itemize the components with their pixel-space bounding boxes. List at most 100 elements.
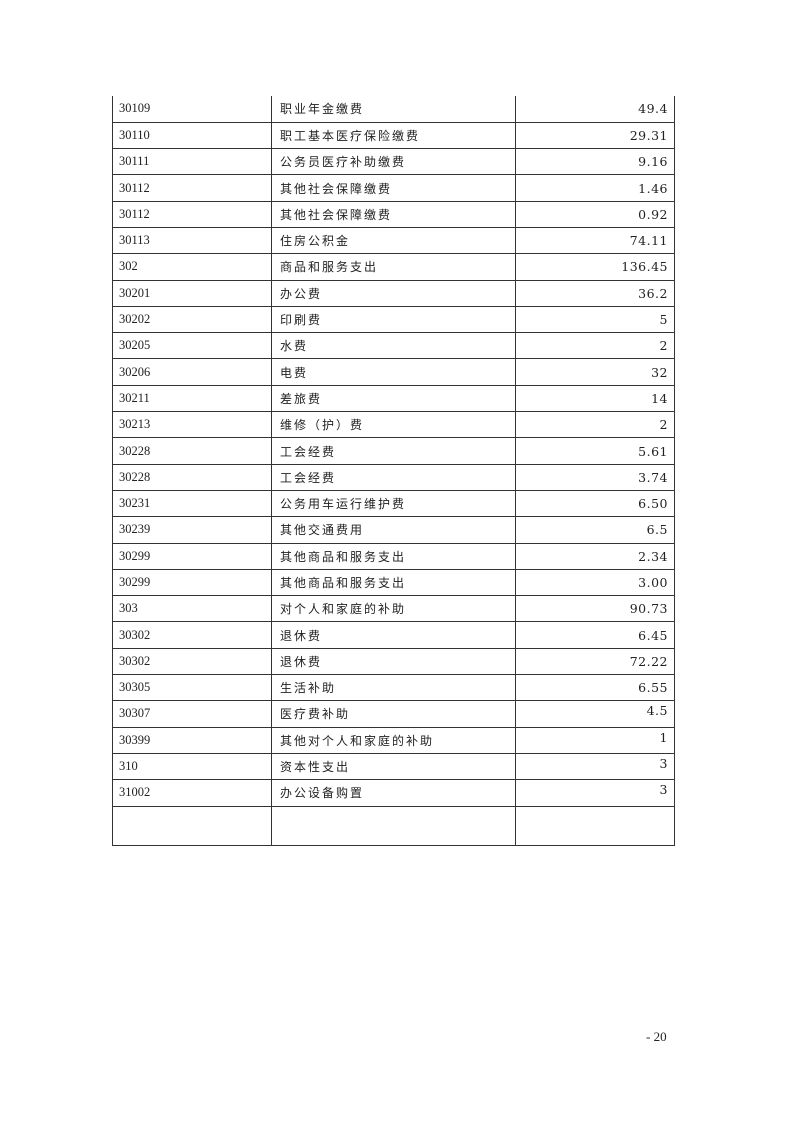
name-cell: 职业年金缴费	[271, 96, 516, 123]
name-cell: 水费	[271, 332, 516, 360]
code-cell: 30399	[112, 726, 272, 754]
code-cell: 30112	[112, 200, 272, 228]
name-cell: 印刷费	[271, 305, 516, 334]
value-cell: 49.4	[515, 96, 675, 123]
code-cell: 30231	[112, 489, 272, 518]
table-row: 30302 退休费 72.22	[112, 647, 675, 676]
name-cell: 其他商品和服务支出	[271, 542, 516, 570]
code-cell: 30205	[112, 332, 272, 360]
code-cell	[112, 805, 272, 846]
name-cell: 医疗费补助	[271, 700, 516, 728]
table-row: 30228 工会经费 3.74	[112, 463, 675, 491]
code-cell: 310	[112, 752, 272, 781]
code-cell: 30211	[112, 384, 272, 413]
value-cell: 32	[515, 358, 675, 386]
page-number: - 20	[646, 1029, 667, 1044]
name-cell: 商品和服务支出	[271, 253, 516, 281]
name-cell: 资本性支出	[271, 752, 516, 781]
name-cell: 其他社会保障缴费	[271, 200, 516, 228]
table-row: 302 商品和服务支出 136.45	[112, 253, 675, 281]
name-cell	[271, 805, 516, 846]
value-cell: 1	[515, 726, 675, 754]
value-cell: 72.22	[515, 647, 675, 676]
budget-table: 30109 职业年金缴费 49.4 30110 职工基本医疗保险缴费 29.31 30111…	[112, 96, 675, 846]
table-row: 30202 印刷费 5	[112, 305, 675, 334]
value-cell: 4.5	[515, 700, 675, 728]
name-cell: 工会经费	[271, 437, 516, 465]
code-cell: 302	[112, 253, 272, 281]
table-row: 30110 职工基本医疗保险缴费 29.31	[112, 121, 675, 150]
code-cell: 30213	[112, 411, 272, 439]
table-row: 30206 电费 32	[112, 358, 675, 386]
value-cell: 6.45	[515, 621, 675, 649]
code-cell: 30228	[112, 463, 272, 491]
code-cell: 30299	[112, 568, 272, 597]
value-cell: 74.11	[515, 226, 675, 255]
value-cell: 2	[515, 332, 675, 360]
name-cell: 生活补助	[271, 674, 516, 702]
name-cell: 职工基本医疗保险缴费	[271, 121, 516, 150]
value-cell: 5	[515, 305, 675, 334]
table-row: 30305 生活补助 6.55	[112, 674, 675, 702]
table-row: 30211 差旅费 14	[112, 384, 675, 413]
name-cell: 其他社会保障缴费	[271, 174, 516, 202]
code-cell: 30109	[112, 96, 272, 123]
table-row: 303 对个人和家庭的补助 90.73	[112, 595, 675, 623]
code-cell: 30302	[112, 621, 272, 649]
table-row: 30299 其他商品和服务支出 2.34	[112, 542, 675, 570]
code-cell: 30111	[112, 148, 272, 176]
name-cell: 公务用车运行维护费	[271, 489, 516, 518]
value-cell: 6.55	[515, 674, 675, 702]
value-cell: 3	[515, 779, 675, 807]
value-cell: 5.61	[515, 437, 675, 465]
value-cell: 0.92	[515, 200, 675, 228]
table-row: 310 资本性支出 3	[112, 752, 675, 781]
table-row: 30111 公务员医疗补助缴费 9.16	[112, 148, 675, 176]
table-row	[112, 805, 675, 846]
value-cell: 3.00	[515, 568, 675, 597]
table-row: 30213 维修（护）费 2	[112, 411, 675, 439]
code-cell: 30305	[112, 674, 272, 702]
table-row: 30112 其他社会保障缴费 0.92	[112, 200, 675, 228]
code-cell: 30201	[112, 279, 272, 307]
table-row: 30307 医疗费补助 4.5	[112, 700, 675, 728]
name-cell: 对个人和家庭的补助	[271, 595, 516, 623]
code-cell: 30110	[112, 121, 272, 150]
table-body: 30109 职业年金缴费 49.4 30110 职工基本医疗保险缴费 29.31 30111…	[112, 96, 675, 846]
name-cell: 办公设备购置	[271, 779, 516, 807]
table-row: 30302 退休费 6.45	[112, 621, 675, 649]
name-cell: 办公费	[271, 279, 516, 307]
code-cell: 30206	[112, 358, 272, 386]
table-row: 30112 其他社会保障缴费 1.46	[112, 174, 675, 202]
name-cell: 其他商品和服务支出	[271, 568, 516, 597]
table-row: 30109 职业年金缴费 49.4	[112, 96, 675, 123]
code-cell: 31002	[112, 779, 272, 807]
table-row: 30399 其他对个人和家庭的补助 1	[112, 726, 675, 754]
value-cell: 3.74	[515, 463, 675, 491]
table-row: 30113 住房公积金 74.11	[112, 226, 675, 255]
value-cell: 2	[515, 411, 675, 439]
name-cell: 公务员医疗补助缴费	[271, 148, 516, 176]
table-row: 30239 其他交通费用 6.5	[112, 516, 675, 544]
name-cell: 其他交通费用	[271, 516, 516, 544]
value-cell: 1.46	[515, 174, 675, 202]
code-cell: 30239	[112, 516, 272, 544]
value-cell: 14	[515, 384, 675, 413]
value-cell: 29.31	[515, 121, 675, 150]
table-row: 30201 办公费 36.2	[112, 279, 675, 307]
code-cell: 30112	[112, 174, 272, 202]
code-cell: 30299	[112, 542, 272, 570]
value-cell: 136.45	[515, 253, 675, 281]
table-row: 31002 办公设备购置 3	[112, 779, 675, 807]
table-row: 30205 水费 2	[112, 332, 675, 360]
name-cell: 维修（护）费	[271, 411, 516, 439]
name-cell: 住房公积金	[271, 226, 516, 255]
code-cell: 30307	[112, 700, 272, 728]
value-cell: 2.34	[515, 542, 675, 570]
code-cell: 30202	[112, 305, 272, 334]
name-cell: 工会经费	[271, 463, 516, 491]
table-row: 30299 其他商品和服务支出 3.00	[112, 568, 675, 597]
code-cell: 30228	[112, 437, 272, 465]
name-cell: 退休费	[271, 621, 516, 649]
value-cell: 6.5	[515, 516, 675, 544]
